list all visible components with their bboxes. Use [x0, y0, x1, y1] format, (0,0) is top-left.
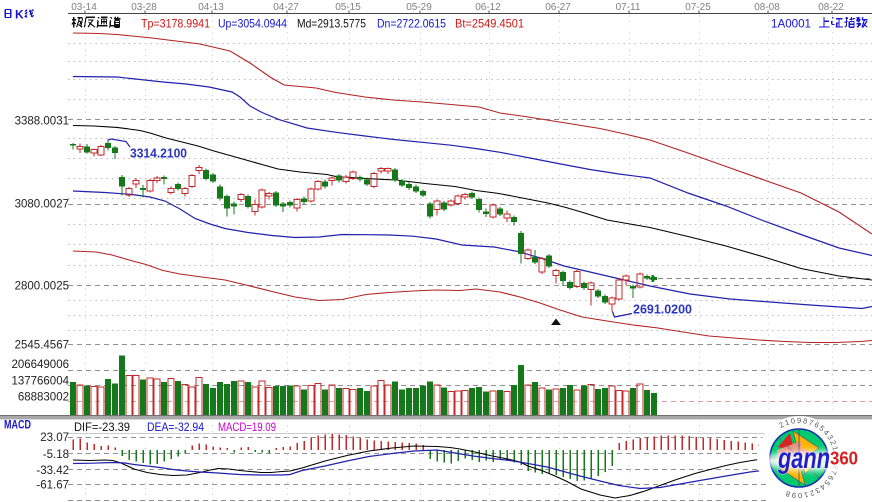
svg-text:-5.18: -5.18 [43, 449, 69, 461]
svg-text:2800.0025: 2800.0025 [15, 280, 69, 292]
svg-text:3: 3 [825, 433, 835, 441]
svg-text:03-14: 03-14 [71, 2, 97, 13]
svg-text:1A0001: 1A0001 [771, 17, 811, 31]
svg-text:3314.2100: 3314.2100 [130, 146, 187, 161]
svg-text:-33.42: -33.42 [36, 465, 69, 477]
svg-text:2: 2 [828, 439, 838, 447]
svg-text:DEA=-32.94: DEA=-32.94 [147, 420, 204, 434]
svg-text:04-27: 04-27 [273, 2, 299, 13]
svg-text:MACD=19.09: MACD=19.09 [218, 420, 276, 434]
svg-text:DIF=-23.39: DIF=-23.39 [74, 420, 130, 434]
svg-text:206649006: 206649006 [11, 359, 69, 371]
svg-text:Md=2913.5775: Md=2913.5775 [297, 17, 366, 31]
svg-text:06-12: 06-12 [475, 2, 501, 13]
svg-text:07-25: 07-25 [685, 2, 711, 13]
svg-text:2691.0200: 2691.0200 [633, 302, 692, 317]
svg-text:8: 8 [785, 489, 792, 499]
svg-text:2: 2 [777, 420, 785, 430]
svg-text:03-28: 03-28 [131, 2, 157, 13]
svg-text:08-22: 08-22 [818, 2, 844, 13]
svg-text:MACD: MACD [4, 418, 31, 432]
svg-text:07-11: 07-11 [616, 2, 641, 13]
svg-text:5: 5 [817, 423, 826, 433]
svg-text:Up=3054.0944: Up=3054.0944 [218, 17, 287, 31]
svg-text:6: 6 [826, 474, 836, 482]
svg-text:4: 4 [822, 428, 831, 437]
svg-text:3388.0031: 3388.0031 [15, 116, 69, 128]
svg-text:137766004: 137766004 [11, 376, 69, 388]
svg-text:05-29: 05-29 [406, 2, 432, 13]
svg-text:9: 9 [791, 490, 796, 499]
svg-text:Bt=2549.4501: Bt=2549.4501 [455, 17, 524, 31]
svg-text:0: 0 [798, 491, 802, 500]
svg-text:05-15: 05-15 [335, 2, 361, 13]
svg-text:1: 1 [784, 418, 791, 428]
svg-text:3: 3 [814, 486, 822, 496]
svg-text:5: 5 [822, 478, 832, 487]
svg-text:gann: gann [777, 442, 830, 475]
svg-text:6: 6 [813, 420, 821, 430]
svg-text:7: 7 [808, 418, 815, 428]
svg-text:0: 0 [790, 416, 796, 426]
svg-text:2: 2 [809, 488, 816, 498]
svg-text:3080.0027: 3080.0027 [15, 199, 69, 211]
svg-text:4: 4 [818, 482, 827, 492]
svg-text:23.07: 23.07 [40, 432, 69, 444]
svg-text:08-08: 08-08 [754, 2, 780, 13]
svg-text:04-13: 04-13 [198, 2, 224, 13]
svg-text:K: K [15, 8, 24, 22]
svg-text:8: 8 [802, 416, 808, 426]
svg-text:Dn=2722.0615: Dn=2722.0615 [377, 17, 446, 31]
svg-text:1: 1 [830, 445, 840, 451]
svg-text:68883002: 68883002 [18, 392, 69, 404]
svg-text:06-27: 06-27 [545, 2, 571, 13]
svg-text:2545.4567: 2545.4567 [15, 340, 69, 352]
svg-text:Tp=3178.9941: Tp=3178.9941 [141, 17, 210, 31]
svg-text:1: 1 [803, 490, 809, 500]
svg-text:-61.67: -61.67 [36, 480, 69, 492]
svg-text:9: 9 [797, 416, 801, 425]
svg-text:360: 360 [830, 449, 858, 469]
svg-text:7: 7 [829, 469, 839, 476]
